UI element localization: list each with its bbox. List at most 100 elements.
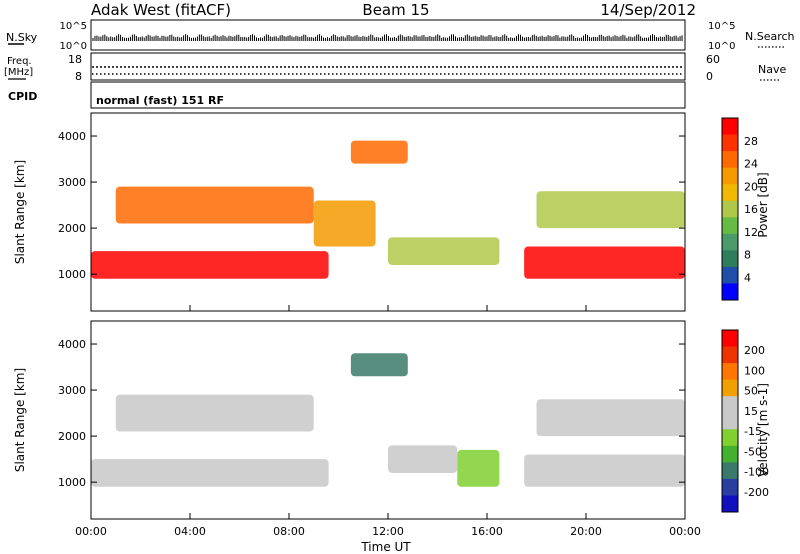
colorbar-tick-label: 100: [744, 364, 765, 377]
velocity-colorbar: 200 100 50 15 -15 -50 -100 -200: [721, 329, 769, 513]
colorbar-swatch: [722, 478, 738, 496]
velocity-feature-2: [350, 353, 408, 377]
beam-title: Beam 15: [362, 1, 429, 19]
power_db-feature-4: [388, 237, 500, 265]
x-tick-label: 00:00: [669, 525, 701, 538]
velocity-feature-5: [524, 454, 685, 487]
velocity-feature-1: [115, 394, 314, 432]
colorbar-swatch: [722, 396, 738, 414]
noise-panel-frame: [90, 19, 686, 51]
x-tick-label: 16:00: [471, 525, 503, 538]
power_db-feature-2: [313, 200, 376, 247]
power_db-feature-3: [350, 140, 408, 164]
y-tick-label: 1000: [58, 476, 86, 489]
y-tick-label: 1000: [58, 268, 86, 281]
colorbar-tick-label: -50: [744, 445, 762, 458]
colorbar-swatch: [722, 200, 738, 218]
colorbar-swatch: [722, 217, 738, 235]
colorbar-tick-label: 12: [744, 226, 758, 239]
colorbar-tick-label: 15: [744, 405, 758, 418]
x-axis-label: Time UT: [360, 540, 411, 554]
colorbar-swatch: [722, 346, 738, 364]
colorbar-swatch: [722, 412, 738, 430]
y-tick-label: 3000: [58, 384, 86, 397]
noise-right-tick-bottom: 10^0: [708, 41, 735, 52]
noise-right-label: N.Search: [745, 30, 795, 43]
power_db-feature-5: [524, 246, 685, 279]
freq-left-unit: [MHz]: [4, 67, 33, 78]
station-title: Adak West (fitACF): [91, 1, 231, 19]
power-colorbar-label: Power [dB]: [756, 172, 770, 237]
velocity-feature-4: [457, 449, 500, 487]
colorbar-frame: [721, 117, 739, 301]
y-tick-label: 2000: [58, 222, 86, 235]
date-title: 14/Sep/2012: [600, 1, 696, 19]
freq-panel-frame: [90, 52, 686, 81]
velocity-heatmap: [91, 353, 685, 487]
velocity-axes: 1000 2000 3000 4000: [58, 338, 685, 489]
power_db-feature-1: [115, 186, 314, 224]
colorbar-swatch: [722, 445, 738, 463]
colorbar-swatch: [722, 250, 738, 268]
colorbar-swatch: [722, 118, 738, 136]
power-colorbar: 4 8 12 16 20 24 28: [721, 117, 758, 301]
colorbar-tick-label: 200: [744, 344, 765, 357]
nave-right-tick-top: 60: [706, 53, 720, 66]
y-tick-label: 4000: [58, 338, 86, 351]
colorbar-tick-label: 24: [744, 158, 758, 171]
colorbar-tick-label: 20: [744, 180, 758, 193]
colorbar-tick-label: 28: [744, 135, 758, 148]
power_db-feature-6: [536, 191, 685, 229]
colorbar-tick-label: 50: [744, 385, 758, 398]
colorbar-swatch: [722, 495, 738, 513]
y-tick-label: 4000: [58, 130, 86, 143]
noise-left-tick-top: 10^5: [60, 21, 87, 32]
power_db-feature-0: [91, 251, 329, 279]
velocity-feature-3: [388, 445, 458, 473]
colorbar-swatch: [722, 379, 738, 397]
velocity-colorbar-label: Velocity [m s-1]: [756, 383, 770, 477]
power-axes: 1000 2000 3000 4000: [58, 130, 685, 281]
x-tick-label: 08:00: [273, 525, 305, 538]
x-tick-label: 20:00: [570, 525, 602, 538]
x-tick-label: 12:00: [372, 525, 404, 538]
noise-right-tick-top: 10^5: [708, 21, 735, 32]
colorbar-swatch: [722, 429, 738, 447]
velocity-feature-0: [91, 459, 329, 487]
power-ylabel: Slant Range [km]: [13, 160, 27, 264]
power-heatmap: [91, 140, 685, 279]
colorbar-swatch: [722, 462, 738, 480]
colorbar-tick-label: -200: [744, 486, 769, 499]
noise-trace: [92, 34, 683, 41]
colorbar-swatch: [722, 233, 738, 251]
cpid-mode-text: normal (fast) 151 RF: [96, 94, 224, 107]
velocity-feature-6: [536, 399, 685, 437]
colorbar-swatch: [722, 330, 738, 348]
velocity-ylabel: Slant Range [km]: [13, 368, 27, 472]
colorbar-swatch: [722, 167, 738, 185]
y-tick-label: 2000: [58, 430, 86, 443]
x-tick-label: 00:00: [75, 525, 107, 538]
colorbar-swatch: [722, 184, 738, 202]
nave-right-tick-bottom: 0: [706, 70, 713, 83]
colorbar-tick-label: 4: [744, 271, 751, 284]
colorbar-swatch: [722, 363, 738, 381]
colorbar-tick-label: -100: [744, 466, 769, 479]
x-axis-ticks: 00:00 04:00 08:00 12:00 16:00 20:00 00:00: [75, 305, 701, 538]
cpid-panel-frame: [90, 81, 686, 109]
noise-left-label: N.Sky: [6, 31, 38, 44]
x-tick-label: 04:00: [174, 525, 206, 538]
colorbar-swatch: [722, 266, 738, 284]
colorbar-frame: [721, 329, 739, 513]
colorbar-tick-label: 16: [744, 203, 758, 216]
colorbar-swatch: [722, 134, 738, 152]
cpid-label: CPID: [8, 90, 37, 103]
colorbar-tick-label: -15: [744, 425, 762, 438]
freq-left-tick-bottom: 8: [75, 70, 82, 83]
nave-right-label: Nave: [758, 63, 786, 76]
y-tick-label: 3000: [58, 176, 86, 189]
colorbar-tick-label: 8: [744, 249, 751, 262]
colorbar-swatch: [722, 283, 738, 301]
noise-left-tick-bottom: 10^0: [60, 41, 87, 52]
